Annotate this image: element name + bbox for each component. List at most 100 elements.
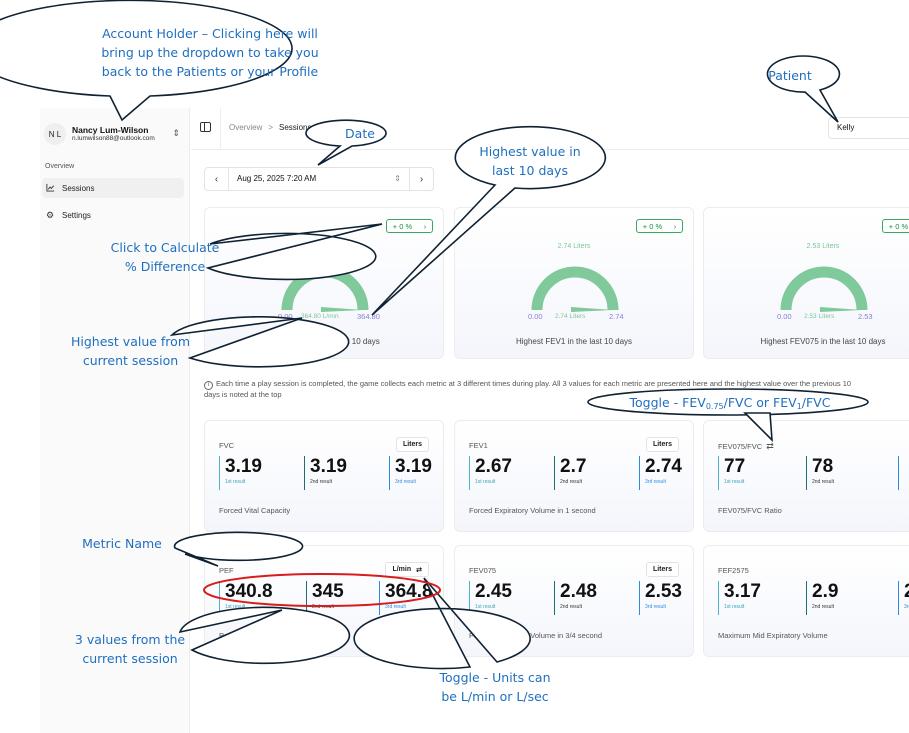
chart-line-icon: [46, 183, 58, 194]
unit-button[interactable]: Liters: [395, 437, 429, 452]
percent-difference-button[interactable]: + 0 % ›: [636, 219, 683, 233]
callout-toggle-units: Toggle - Units can be L/min or L/sec: [439, 670, 551, 704]
gauge-max: 364.80: [357, 312, 380, 321]
breadcrumb-separator: >: [268, 123, 274, 132]
callout-percent-difference: Click to Calculate% Difference: [110, 240, 220, 274]
callout-toggle-ratio: Toggle - FEV0.75/FVC or FEV1/FVC: [629, 395, 831, 411]
gauge-current: 2.74 Liters: [555, 313, 586, 320]
chevron-updown-icon: ⇕: [394, 174, 401, 183]
gauge-min: 0.00: [278, 312, 293, 321]
metric-description: Forced Vital Capacity: [219, 506, 291, 515]
date-select[interactable]: Aug 25, 2025 7:20 AM ⇕: [229, 168, 409, 190]
metric-values: 2.45 1st result 2.48 2nd result 2.53 3rd re…: [469, 581, 684, 615]
info-text: i Each time a play session is completed, …: [204, 377, 909, 390]
account-name: Nancy Lum-Wilson: [72, 124, 149, 135]
gauge-caption: Highest FEV075 in the last 10 days: [760, 337, 886, 346]
percent-difference-button[interactable]: + 0 % ›: [882, 219, 909, 233]
chevron-right-icon: ›: [423, 221, 427, 231]
chevron-updown-icon: ⇕: [172, 128, 180, 138]
result-3: 364.8 3rd result: [379, 581, 433, 615]
gauge-card-fev1: + 0 % › 2.74 Liters 0.00 2.74 Liters 2.7…: [454, 207, 694, 359]
gauge-arc: [281, 266, 369, 312]
unit-label: L/min: [392, 566, 412, 573]
divider: [220, 108, 221, 150]
metric-description: Peak Expiratory Flow: [219, 631, 290, 640]
gear-icon: ⚙: [46, 209, 55, 220]
result-1: 2.67 1st result: [469, 456, 512, 490]
metric-name: FEV075: [469, 566, 497, 575]
sidebar-toggle-icon[interactable]: [200, 122, 211, 132]
sidebar-item-settings[interactable]: ⚙ Settings: [42, 205, 184, 225]
date-navigator: ‹ Aug 25, 2025 7:20 AM ⇕ ›: [204, 167, 434, 191]
info-icon: i: [204, 381, 213, 390]
result-2: 2.48 2nd result: [554, 581, 597, 615]
next-date-button[interactable]: ›: [409, 168, 433, 190]
nav-section-label: Overview: [45, 163, 75, 170]
gauge-current: 2.53 Liters: [804, 313, 835, 320]
result-3: 2.74 3rd result: [639, 456, 682, 490]
account-switcher[interactable]: N L Nancy Lum-Wilson n.lumwilson88@outlo…: [40, 116, 190, 152]
metric-values: 340.8 1st result 345 2nd result 364.8 3rd r…: [219, 581, 434, 615]
gauge-min: 0.00: [528, 312, 543, 321]
patient-select[interactable]: Kelly: [828, 117, 909, 139]
metric-values: 2.67 1st result 2.7 2nd result 2.74 3rd res…: [469, 456, 684, 490]
date-value: Aug 25, 2025 7:20 AM: [237, 174, 317, 183]
avatar: N L: [44, 123, 66, 145]
unit-button[interactable]: Liters: [645, 562, 679, 577]
result-3: 3.19 3rd result: [389, 456, 432, 490]
gauge-current: 364.80 L/min: [301, 313, 339, 320]
callout-highest-10-days: Highest value in last 10 days: [479, 144, 581, 178]
result-1: 340.8 1st result: [219, 581, 273, 615]
metric-name: FVC: [219, 441, 234, 450]
sidebar-item-label: Settings: [62, 210, 91, 220]
gauge-top-value: 2.53 Liters: [806, 243, 840, 250]
callout-patient: Patient: [768, 68, 812, 83]
metric-card-fvc: FVC Liters 3.19 1st result 3.19 2nd result…: [204, 420, 444, 532]
unit-toggle-button[interactable]: L/min ⇄: [385, 562, 429, 577]
metric-description: FEV075/FVC Ratio: [718, 506, 782, 515]
callout-three-values: 3 values from the current session: [74, 632, 186, 666]
account-email: n.lumwilson88@outlook.com: [72, 135, 155, 143]
result-1: 3.17 1st result: [718, 581, 761, 615]
callout-metric-name: Metric Name: [82, 536, 162, 551]
breadcrumb-sessions: Sessions: [279, 123, 312, 132]
percent-label: + 0 %: [888, 221, 909, 231]
swap-icon: ⇄: [416, 566, 422, 574]
metric-card-pef: PEF L/min ⇄ 340.8 1st result 345 2nd resul…: [204, 545, 444, 657]
gauge-caption: Highest PEF in the last 10 days: [268, 337, 380, 346]
gauge-arc: [780, 266, 868, 312]
breadcrumb: Overview > Sessions: [229, 123, 311, 132]
sidebar-item-sessions[interactable]: Sessions: [42, 178, 184, 198]
metric-name: PEF: [219, 566, 234, 575]
sidebar: N L Nancy Lum-Wilson n.lumwilson88@outlo…: [40, 108, 190, 733]
previous-date-button[interactable]: ‹: [205, 168, 229, 190]
gauge-caption: Highest FEV1 in the last 10 days: [515, 337, 633, 346]
metric-description: Forced Expiratory Volume in 1 second: [469, 506, 596, 515]
result-3: 2.53 3rd result: [639, 581, 682, 615]
breadcrumb-overview[interactable]: Overview: [229, 123, 263, 132]
metric-name: FEV075/FVC ⇄: [718, 441, 774, 451]
metric-card-fev075-fvc: FEV075/FVC ⇄ 77 1st result 78 2nd result FE…: [703, 420, 909, 532]
chevron-right-icon: ›: [673, 221, 677, 231]
result-2: 2.9 2nd result: [806, 581, 838, 615]
result-2: 78 2nd result: [806, 456, 834, 490]
unit-button[interactable]: Liters: [645, 437, 679, 452]
metric-values: 3.19 1st result 3.19 2nd result 3.19 3rd re…: [219, 456, 434, 490]
sidebar-item-label: Sessions: [62, 183, 95, 193]
percent-difference-button[interactable]: + 0 % ›: [386, 219, 433, 233]
result-1: 77 1st result: [718, 456, 745, 490]
result-3: [898, 456, 904, 490]
result-1: 2.45 1st result: [469, 581, 512, 615]
gauge-max: 2.53: [858, 312, 873, 321]
callout-highest-current: Highest value from current session: [70, 334, 190, 368]
gauge-min: 0.00: [777, 312, 792, 321]
metric-description: Forced Expiratory Volume in 3/4 second: [469, 631, 602, 640]
metric-values: 77 1st result 78 2nd result: [718, 456, 909, 490]
percent-label: + 0 %: [392, 221, 413, 231]
result-3: 23rd result: [898, 581, 909, 615]
gauge-arc: [531, 266, 619, 312]
metric-card-fev075: FEV075 Liters 2.45 1st result 2.48 2nd res…: [454, 545, 694, 657]
result-1: 3.19 1st result: [219, 456, 262, 490]
ratio-toggle-icon[interactable]: ⇄: [766, 441, 774, 451]
